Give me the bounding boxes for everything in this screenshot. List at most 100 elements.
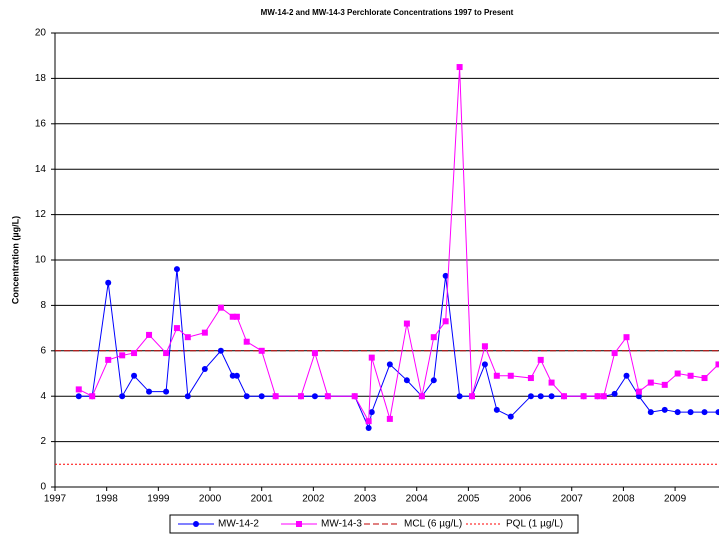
data-point <box>119 393 126 400</box>
data-point <box>537 393 544 400</box>
data-point <box>430 377 437 384</box>
x-tick-label: 2003 <box>354 494 377 505</box>
data-point <box>297 393 304 400</box>
legend-label: MW-14-2 <box>218 519 259 530</box>
data-point <box>580 393 587 400</box>
data-point <box>365 424 372 431</box>
data-point <box>715 361 719 368</box>
data-point <box>324 393 331 400</box>
data-point <box>233 372 240 379</box>
data-point <box>229 372 236 379</box>
legend-marker <box>296 521 302 527</box>
data-point <box>201 329 208 336</box>
data-point <box>386 415 393 422</box>
data-point <box>217 304 224 311</box>
data-point <box>674 370 681 377</box>
y-tick-label: 16 <box>35 118 47 129</box>
data-point <box>674 409 681 416</box>
data-point <box>146 331 153 338</box>
x-tick-label: 2000 <box>199 494 222 505</box>
data-point <box>611 390 618 397</box>
legend-marker <box>193 521 199 527</box>
data-point <box>507 413 514 420</box>
data-point <box>243 393 250 400</box>
data-point <box>173 266 180 273</box>
data-point <box>493 406 500 413</box>
data-point <box>537 356 544 363</box>
data-point <box>647 409 654 416</box>
x-tick-label: 2006 <box>509 494 532 505</box>
data-point <box>527 375 534 382</box>
data-point <box>105 356 112 363</box>
data-point <box>131 350 138 357</box>
data-point <box>600 393 607 400</box>
data-point <box>548 379 555 386</box>
y-tick-label: 4 <box>40 391 46 402</box>
data-point <box>493 372 500 379</box>
data-point <box>201 365 208 372</box>
data-point <box>365 418 372 425</box>
x-tick-label: 2001 <box>251 494 274 505</box>
data-point <box>687 372 694 379</box>
y-tick-label: 10 <box>35 255 47 266</box>
y-tick-label: 20 <box>35 28 47 39</box>
data-point <box>258 393 265 400</box>
data-point <box>594 393 601 400</box>
y-tick-label: 2 <box>40 436 46 447</box>
data-point <box>184 334 191 341</box>
data-point <box>430 334 437 341</box>
legend-label: MCL (6 µg/L) <box>404 519 462 530</box>
data-point <box>258 347 265 354</box>
x-tick-label: 1999 <box>147 494 170 505</box>
data-point <box>715 409 719 416</box>
x-tick-label: 1998 <box>96 494 119 505</box>
data-point <box>481 343 488 350</box>
y-tick-label: 12 <box>35 209 47 220</box>
data-point <box>163 388 170 395</box>
data-point <box>233 313 240 320</box>
data-point <box>351 393 358 400</box>
y-tick-label: 8 <box>40 300 46 311</box>
data-point <box>469 393 476 400</box>
data-point <box>623 372 630 379</box>
data-point <box>403 377 410 384</box>
y-tick-label: 14 <box>35 164 47 175</box>
data-point <box>311 350 318 357</box>
data-point <box>403 320 410 327</box>
data-point <box>507 372 514 379</box>
data-point <box>311 393 318 400</box>
y-tick-label: 0 <box>40 482 46 493</box>
data-point <box>105 279 112 286</box>
x-tick-label: 1997 <box>44 494 67 505</box>
data-point <box>229 313 236 320</box>
data-point <box>368 409 375 416</box>
chart-title: MW-14-2 and MW-14-3 Perchlorate Concentr… <box>261 8 514 17</box>
x-tick-label: 2005 <box>457 494 480 505</box>
data-point <box>386 361 393 368</box>
data-point <box>131 372 138 379</box>
data-point <box>272 393 279 400</box>
data-point <box>119 352 126 359</box>
data-point <box>75 393 82 400</box>
data-point <box>184 393 191 400</box>
data-point <box>560 393 567 400</box>
y-tick-label: 18 <box>35 73 47 84</box>
data-point <box>442 318 449 325</box>
data-point <box>661 406 668 413</box>
data-point <box>243 338 250 345</box>
data-point <box>687 409 694 416</box>
x-tick-label: 2008 <box>612 494 635 505</box>
data-point <box>635 393 642 400</box>
data-point <box>611 350 618 357</box>
data-point <box>701 409 708 416</box>
data-point <box>418 393 425 400</box>
data-point <box>456 393 463 400</box>
data-point <box>456 64 463 71</box>
data-point <box>75 386 82 393</box>
data-point <box>701 375 708 382</box>
series-line <box>78 269 719 430</box>
data-point <box>163 350 170 357</box>
x-tick-label: 2002 <box>302 494 325 505</box>
